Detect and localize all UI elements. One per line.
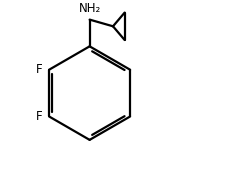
Text: F: F xyxy=(36,110,42,123)
Text: F: F xyxy=(36,63,42,76)
Text: NH₂: NH₂ xyxy=(78,2,100,15)
